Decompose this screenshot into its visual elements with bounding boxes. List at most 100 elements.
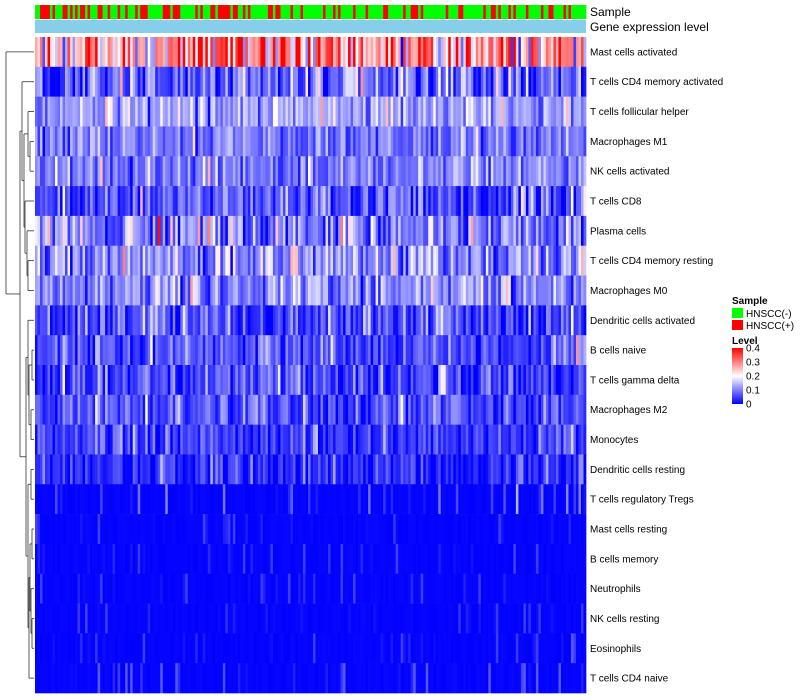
- heatmap-cell: [155, 186, 159, 217]
- heatmap-cell: [137, 543, 141, 575]
- heatmap-cell: [488, 365, 492, 396]
- sample-cell: [305, 5, 309, 19]
- heatmap-cell: [408, 37, 412, 68]
- sample-cell: [480, 5, 484, 19]
- heatmap-cell: [305, 514, 309, 545]
- heatmap-cell: [180, 186, 184, 217]
- heatmap-cell: [328, 633, 331, 664]
- heatmap-cell: [37, 245, 41, 276]
- heatmap-cell: [563, 424, 567, 455]
- heatmap-cell: [152, 126, 156, 157]
- heatmap-cell: [240, 484, 244, 515]
- heatmap-cell: [65, 37, 68, 68]
- heatmap-cell: [102, 573, 106, 604]
- heatmap-cell: [200, 335, 204, 366]
- heatmap-cell: [500, 633, 504, 664]
- heatmap-cell: [573, 454, 577, 485]
- heatmap-cell: [370, 365, 374, 396]
- heatmap-cell: [267, 215, 271, 247]
- heatmap-cell: [423, 484, 427, 515]
- heatmap-cell: [415, 186, 419, 217]
- heatmap-cell: [202, 454, 206, 485]
- heatmap-cell: [458, 156, 462, 187]
- heatmap-cell: [340, 96, 344, 127]
- heatmap-cell: [338, 573, 341, 604]
- heatmap-cell: [500, 186, 504, 217]
- sample-cell: [230, 5, 234, 19]
- heatmap-cell: [350, 365, 354, 396]
- heatmap-cell: [182, 484, 186, 515]
- heatmap-cell: [455, 275, 459, 306]
- heatmap-cell: [277, 454, 281, 485]
- heatmap-cell: [280, 633, 284, 664]
- heatmap-cell: [265, 514, 269, 545]
- heatmap-cell: [395, 603, 399, 634]
- heatmap-cell: [155, 543, 159, 575]
- heatmap-cell: [438, 186, 442, 217]
- heatmap-cell: [318, 215, 321, 247]
- heatmap-cell: [142, 305, 146, 336]
- heatmap-cell: [167, 305, 171, 336]
- heatmap-cell: [245, 573, 249, 604]
- heatmap-cell: [343, 126, 346, 157]
- heatmap-cell: [55, 514, 58, 545]
- heatmap-cell: [135, 215, 139, 247]
- heatmap-cell: [463, 484, 467, 515]
- heatmap-cell: [443, 275, 447, 306]
- heatmap-cell: [563, 633, 567, 664]
- heatmap-cell: [565, 543, 569, 575]
- heatmap-cell: [145, 365, 149, 396]
- heatmap-cell: [463, 335, 467, 366]
- heatmap-cell: [132, 663, 136, 694]
- heatmap-cell: [313, 633, 316, 664]
- heatmap-cell: [423, 156, 427, 187]
- heatmap-cell: [543, 633, 547, 664]
- heatmap-cell: [583, 514, 587, 545]
- heatmap-cell: [315, 66, 319, 97]
- heatmap-cell: [433, 186, 437, 217]
- heatmap-cell: [147, 543, 151, 575]
- heatmap-cell: [222, 484, 226, 515]
- heatmap-cell: [35, 335, 38, 366]
- heatmap-cell: [110, 335, 113, 366]
- heatmap-cell: [540, 96, 544, 127]
- heatmap-cell: [295, 394, 299, 425]
- heatmap-cell: [435, 543, 439, 575]
- heatmap-cell: [90, 275, 93, 306]
- heatmap-cell: [192, 603, 196, 634]
- heatmap-cell: [388, 335, 391, 366]
- heatmap-cell: [37, 186, 41, 217]
- heatmap-cell: [157, 96, 161, 127]
- heatmap-cell: [468, 215, 472, 247]
- heatmap-cell: [177, 514, 181, 545]
- heatmap-cell: [87, 633, 91, 664]
- heatmap-cell: [558, 365, 562, 396]
- heatmap-cell: [142, 454, 146, 485]
- heatmap-cell: [72, 215, 76, 247]
- heatmap-cell: [478, 454, 482, 485]
- heatmap-cell: [353, 454, 356, 485]
- heatmap-cell: [52, 514, 56, 545]
- heatmap-cell: [280, 96, 284, 127]
- heatmap-cell: [67, 245, 71, 276]
- heatmap-cell: [287, 603, 291, 634]
- heatmap-cell: [405, 394, 409, 425]
- heatmap-cell: [453, 275, 457, 306]
- heatmap-cell: [430, 156, 434, 187]
- heatmap-cell: [57, 603, 61, 634]
- heatmap-cell: [313, 66, 316, 97]
- heatmap-cell: [152, 37, 156, 68]
- heatmap-cell: [72, 454, 76, 485]
- heatmap-cell: [493, 573, 497, 604]
- heatmap-cell: [270, 245, 274, 276]
- heatmap-cell: [207, 66, 211, 97]
- heatmap-cell: [355, 424, 359, 455]
- heatmap-cell: [247, 66, 251, 97]
- heatmap-cell: [520, 394, 524, 425]
- heatmap-cell: [365, 424, 369, 455]
- heatmap-cell: [573, 305, 577, 336]
- heatmap-cell: [375, 603, 379, 634]
- heatmap-cell: [573, 484, 577, 515]
- heatmap-cell: [252, 454, 256, 485]
- heatmap-cell: [518, 514, 522, 545]
